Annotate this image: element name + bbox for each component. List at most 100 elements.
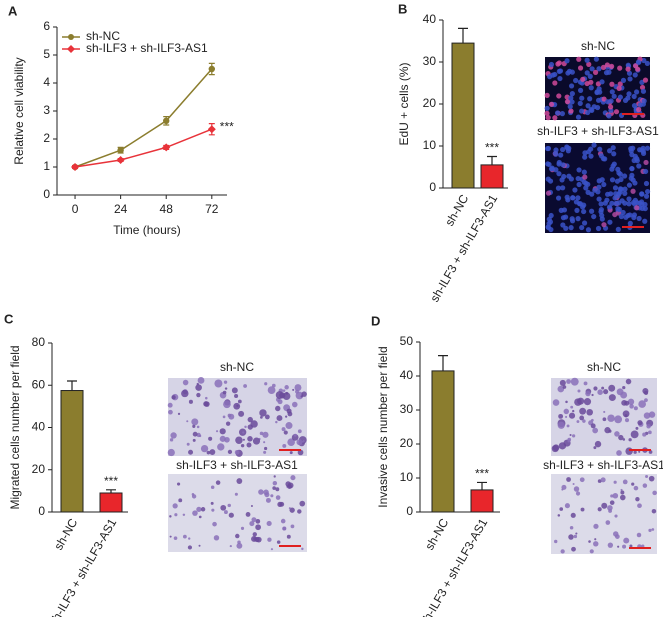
cell: [624, 400, 630, 406]
cell: [585, 227, 592, 233]
cell: [596, 66, 602, 72]
y-tick-label: 80: [32, 335, 46, 349]
cell: [569, 69, 575, 75]
cell: [552, 444, 560, 452]
cell: [215, 430, 219, 433]
cell: [651, 528, 655, 531]
cell: [575, 195, 581, 201]
cell: [581, 169, 587, 175]
cell: [234, 393, 239, 399]
cell: [209, 449, 216, 455]
error-bar: [477, 481, 487, 490]
cell: [617, 94, 623, 100]
cell: [282, 443, 287, 448]
cell: [545, 145, 552, 152]
cell: [301, 547, 304, 551]
cell: [210, 485, 215, 489]
cell: [281, 427, 286, 432]
y-tick-label: 0: [429, 180, 436, 194]
cell: [167, 402, 173, 408]
cell: [607, 104, 614, 110]
image-label: sh-ILF3 + sh-ILF3-AS1: [543, 458, 663, 472]
cell: [633, 406, 638, 411]
cell: [544, 92, 550, 98]
cell: [606, 148, 613, 154]
cell: [592, 187, 598, 193]
cell: [569, 525, 574, 530]
cell: [566, 173, 572, 179]
image-label: sh-ILF3 + sh-ILF3-AS1: [176, 458, 298, 472]
cell: [252, 532, 257, 537]
cell: [640, 145, 646, 151]
cell: [602, 417, 607, 422]
cell: [637, 102, 643, 108]
cell: [275, 487, 280, 492]
cell: [638, 400, 646, 408]
cell: [595, 97, 602, 103]
micrograph: [551, 474, 657, 554]
cell: [556, 68, 562, 74]
cell: [635, 496, 640, 502]
cell: [192, 431, 198, 437]
cell: [548, 101, 555, 107]
cell: [641, 544, 645, 548]
cell: [552, 80, 558, 86]
cell: [598, 201, 604, 207]
panel-label: B: [398, 1, 407, 16]
cell: [583, 398, 592, 406]
cell: [287, 438, 295, 446]
cell: [607, 414, 615, 422]
cell: [627, 76, 633, 82]
cell: [264, 492, 270, 498]
cell: [222, 390, 227, 395]
cell: [251, 517, 257, 523]
cell: [297, 509, 302, 514]
cell: [280, 518, 286, 524]
cell: [544, 110, 550, 116]
cell: [611, 151, 617, 157]
cell: [227, 503, 231, 508]
cell: [223, 400, 231, 409]
cell: [606, 69, 612, 75]
cell: [586, 61, 592, 67]
cell: [263, 450, 267, 454]
cell: [585, 109, 591, 116]
cell: [300, 395, 303, 398]
cell: [247, 436, 253, 442]
cell: [227, 449, 233, 454]
point: [162, 143, 171, 152]
cell: [579, 477, 585, 483]
cell: [287, 484, 292, 490]
cell: [591, 142, 597, 148]
cell: [629, 404, 634, 409]
cell: [557, 421, 565, 429]
cell: [596, 196, 602, 202]
cell: [581, 220, 588, 226]
cell: [615, 166, 621, 172]
point: [163, 117, 170, 125]
cell: [607, 542, 614, 548]
cell: [224, 387, 228, 390]
cell: [250, 420, 258, 428]
y-tick-label: 40: [400, 368, 414, 382]
cell: [648, 450, 653, 454]
y-axis-label: Relative cell viability: [12, 57, 26, 164]
cell: [171, 395, 176, 400]
cell: [210, 501, 214, 505]
cell: [575, 175, 581, 182]
error-bar: [458, 27, 468, 44]
cell: [564, 99, 571, 105]
cell: [622, 186, 628, 192]
cell: [622, 190, 628, 196]
cell: [591, 418, 594, 422]
cell: [299, 500, 306, 507]
cell: [227, 413, 232, 418]
cell: [275, 405, 281, 412]
cell: [255, 524, 261, 531]
cell: [568, 83, 575, 89]
cell: [573, 77, 579, 84]
cell: [637, 420, 643, 426]
y-tick-label: 50: [400, 334, 414, 348]
cell: [559, 111, 565, 117]
cell: [270, 548, 274, 551]
